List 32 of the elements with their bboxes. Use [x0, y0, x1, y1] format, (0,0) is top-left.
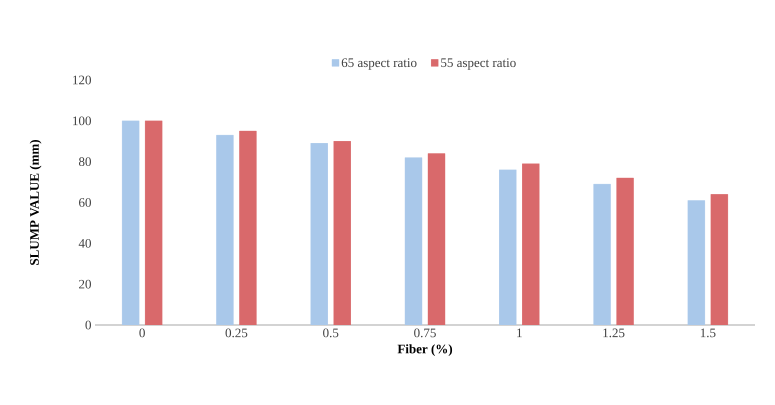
bar — [239, 130, 257, 325]
bar — [710, 194, 728, 325]
bar — [499, 170, 516, 325]
bar — [334, 141, 351, 325]
bar — [122, 120, 140, 325]
bar — [428, 153, 446, 325]
x-tick-label: 0.75 — [414, 328, 436, 338]
x-tick-label: 1.25 — [603, 328, 624, 338]
x-tick-label: 0.5 — [323, 328, 338, 338]
y-tick-label: 0 — [85, 320, 91, 330]
y-tick-label: 120 — [73, 76, 91, 84]
bar — [144, 120, 162, 325]
bar — [522, 164, 540, 325]
x-axis-title: Fiber (%) — [398, 344, 452, 356]
bar — [310, 143, 328, 325]
x-tick-label: 1.5 — [700, 328, 716, 338]
x-tick-label: 0 — [139, 328, 145, 338]
x-tick-label: 1 — [517, 328, 522, 338]
bar — [616, 178, 634, 325]
bar — [593, 184, 611, 325]
bar — [688, 200, 706, 325]
legend-label: 55 aspect ratio — [441, 58, 516, 70]
x-tick-label: 0.25 — [226, 328, 248, 338]
y-tick-label: 60 — [79, 198, 91, 207]
legend-label: 65 aspect ratio — [342, 58, 417, 70]
y-tick-label: 20 — [79, 280, 91, 289]
y-tick-label: 100 — [73, 116, 91, 126]
y-tick-label: 40 — [78, 238, 91, 248]
y-tick-label: 80 — [78, 157, 91, 166]
bar — [216, 134, 234, 325]
y-axis-title: SLUMP VALUE (mm) — [30, 140, 42, 265]
bar — [404, 157, 422, 325]
